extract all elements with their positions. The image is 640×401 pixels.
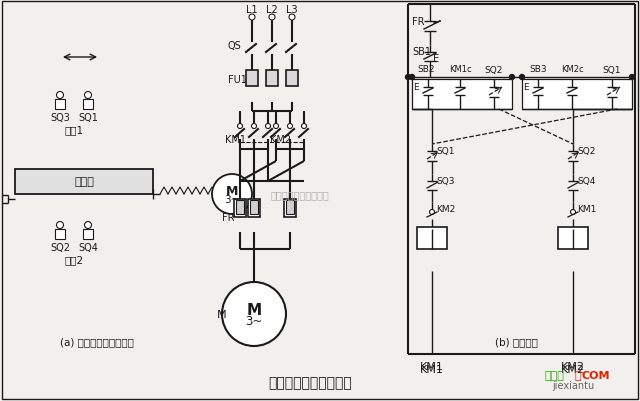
Text: 自动循环往复控制线路: 自动循环往复控制线路 xyxy=(268,375,352,389)
Text: KM1c: KM1c xyxy=(449,65,471,74)
Text: M: M xyxy=(217,309,227,319)
Circle shape xyxy=(301,124,307,129)
Text: KM2: KM2 xyxy=(561,361,585,371)
Text: 3~: 3~ xyxy=(245,315,262,328)
Text: KM1: KM1 xyxy=(420,361,444,371)
Text: KM1: KM1 xyxy=(420,364,444,374)
Bar xyxy=(83,229,93,239)
Bar xyxy=(266,71,278,87)
Circle shape xyxy=(520,75,525,80)
Bar xyxy=(412,80,512,110)
Text: COM: COM xyxy=(582,370,611,380)
Circle shape xyxy=(509,75,515,80)
Text: SB1: SB1 xyxy=(412,47,431,57)
Bar xyxy=(15,170,153,194)
Text: KM1: KM1 xyxy=(577,205,596,214)
Text: (a) 工作自动循环示意图: (a) 工作自动循环示意图 xyxy=(60,336,134,346)
Circle shape xyxy=(410,75,415,80)
Text: KM1: KM1 xyxy=(225,135,246,145)
Circle shape xyxy=(249,15,255,21)
Text: 3~: 3~ xyxy=(224,194,240,205)
Bar xyxy=(234,200,246,217)
Text: 工作台: 工作台 xyxy=(74,176,94,186)
Bar xyxy=(55,229,65,239)
Text: 杭州将睷科技有限公司: 杭州将睷科技有限公司 xyxy=(271,190,330,200)
Bar xyxy=(83,100,93,110)
Circle shape xyxy=(429,210,435,215)
Circle shape xyxy=(56,222,63,229)
Circle shape xyxy=(222,282,286,346)
Bar xyxy=(558,227,588,249)
Circle shape xyxy=(237,124,243,129)
Circle shape xyxy=(84,222,92,229)
Bar xyxy=(417,227,447,249)
Text: KM2: KM2 xyxy=(436,205,455,214)
Text: QS: QS xyxy=(228,41,242,51)
Text: KM2c: KM2c xyxy=(561,65,583,74)
Text: SB3: SB3 xyxy=(529,65,547,74)
Text: SQ1: SQ1 xyxy=(603,65,621,74)
Text: KM2: KM2 xyxy=(561,364,585,374)
Bar xyxy=(55,100,65,110)
Bar xyxy=(250,200,258,215)
Bar xyxy=(236,200,244,215)
Circle shape xyxy=(289,15,295,21)
Circle shape xyxy=(56,92,63,99)
Circle shape xyxy=(252,124,257,129)
Text: E: E xyxy=(523,83,529,92)
Text: E: E xyxy=(433,54,439,64)
Bar xyxy=(246,71,258,87)
Text: E: E xyxy=(413,83,419,92)
Text: SQ1: SQ1 xyxy=(78,113,98,123)
Bar xyxy=(284,200,296,217)
Text: L1: L1 xyxy=(246,5,258,15)
Text: jiexiantu: jiexiantu xyxy=(552,380,595,390)
Bar xyxy=(286,200,294,215)
Text: M: M xyxy=(246,303,262,318)
Text: ・: ・ xyxy=(575,370,582,380)
Circle shape xyxy=(212,174,252,215)
Circle shape xyxy=(287,124,292,129)
Circle shape xyxy=(406,75,410,80)
Text: 接线图: 接线图 xyxy=(545,370,565,380)
Circle shape xyxy=(269,15,275,21)
Text: SQ2: SQ2 xyxy=(485,65,503,74)
Bar xyxy=(286,71,298,87)
Circle shape xyxy=(570,210,575,215)
Text: SQ4: SQ4 xyxy=(78,242,98,252)
Bar xyxy=(522,80,632,110)
Text: FU1: FU1 xyxy=(228,75,247,85)
Text: SB2: SB2 xyxy=(417,65,435,74)
Text: FR: FR xyxy=(412,17,424,27)
Text: KM2: KM2 xyxy=(270,135,291,145)
Text: L2: L2 xyxy=(266,5,278,15)
Text: SQ4: SQ4 xyxy=(577,177,595,186)
Text: SQ2: SQ2 xyxy=(50,242,70,252)
Text: L3: L3 xyxy=(286,5,298,15)
Circle shape xyxy=(630,75,634,80)
Circle shape xyxy=(84,92,92,99)
Text: FR: FR xyxy=(222,213,234,223)
Circle shape xyxy=(266,124,271,129)
Bar xyxy=(248,200,260,217)
Text: SQ2: SQ2 xyxy=(577,147,595,156)
Text: (b) 控制线路: (b) 控制线路 xyxy=(495,336,538,346)
Text: SQ3: SQ3 xyxy=(50,113,70,123)
Text: SQ1: SQ1 xyxy=(436,147,454,156)
Text: 位畱2: 位畱2 xyxy=(65,254,84,264)
Text: M: M xyxy=(226,185,238,198)
Text: SQ3: SQ3 xyxy=(436,177,454,186)
Text: 位畱1: 位畱1 xyxy=(65,125,84,135)
Circle shape xyxy=(273,124,278,129)
